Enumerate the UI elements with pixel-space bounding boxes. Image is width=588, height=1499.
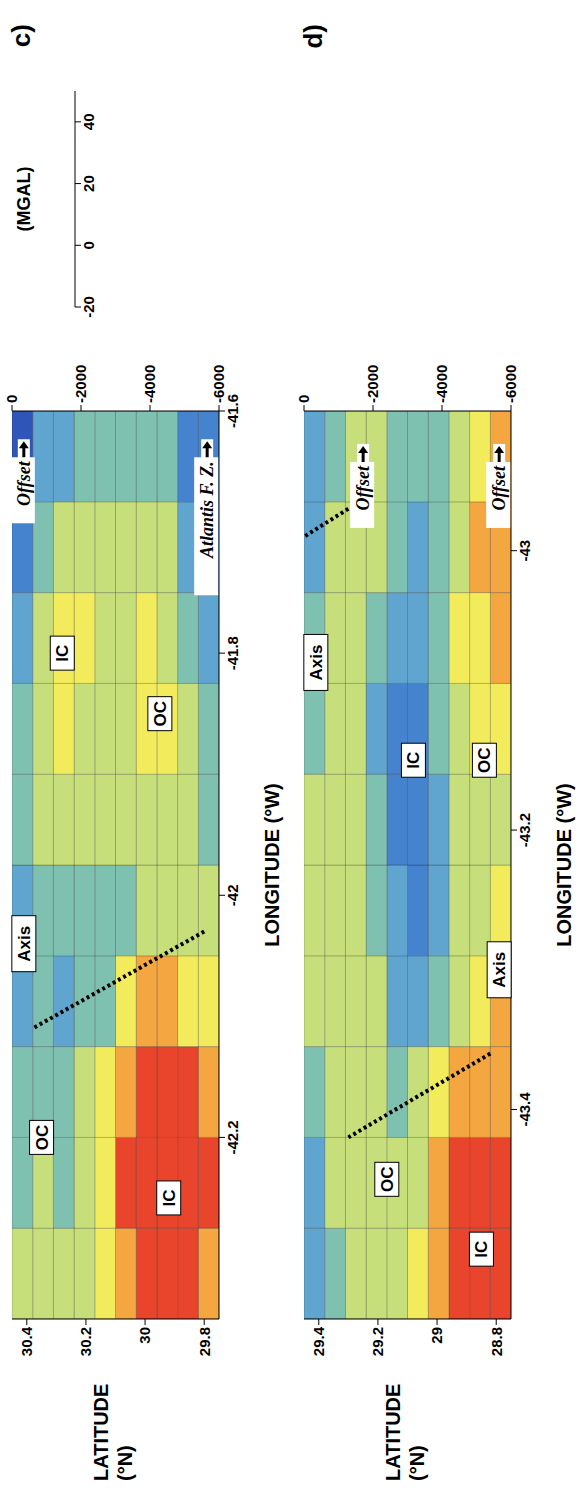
svg-text:-41.8: -41.8 xyxy=(224,636,241,670)
svg-text:20: 20 xyxy=(80,175,97,192)
html-text:c): c) xyxy=(6,24,36,48)
svg-text:30: 30 xyxy=(136,1327,153,1344)
svg-text:-43.2: -43.2 xyxy=(516,813,533,847)
html-text:(MGAL): (MGAL) xyxy=(14,166,34,232)
svg-text:29.4: 29.4 xyxy=(310,1326,327,1356)
svg-text:OC: OC xyxy=(33,1125,52,1151)
svg-text:IC: IC xyxy=(160,1189,179,1206)
svg-text:-6000: -6000 xyxy=(502,365,519,403)
svg-text:LONGITUDE (°W): LONGITUDE (°W) xyxy=(553,783,575,947)
svg-text:IC: IC xyxy=(472,1241,491,1258)
svg-text:-41.6: -41.6 xyxy=(223,393,241,429)
svg-text:-4000: -4000 xyxy=(141,365,158,403)
svg-text:IC: IC xyxy=(53,645,72,662)
svg-text:Axis: Axis xyxy=(15,926,34,962)
svg-text:30.2: 30.2 xyxy=(77,1327,94,1356)
svg-text:Offset: Offset xyxy=(489,465,509,511)
svg-text:IC: IC xyxy=(404,752,423,769)
svg-text:0: 0 xyxy=(3,395,20,403)
svg-text:-2000: -2000 xyxy=(72,365,89,403)
svg-text:-43: -43 xyxy=(516,540,533,562)
svg-text:-4000: -4000 xyxy=(433,365,450,403)
svg-text:Axis: Axis xyxy=(490,952,509,988)
svg-text:-20: -20 xyxy=(80,296,97,318)
svg-text:-6000: -6000 xyxy=(210,365,227,403)
svg-text:Atlantis F. Z.: Atlantis F. Z. xyxy=(197,461,217,559)
svg-text:29: 29 xyxy=(428,1327,445,1344)
svg-text:28.8: 28.8 xyxy=(488,1327,505,1356)
svg-text:OC: OC xyxy=(378,1167,397,1193)
svg-text:LATITUDE(°N): LATITUDE(°N) xyxy=(90,1384,136,1481)
svg-text:-2000: -2000 xyxy=(364,365,381,403)
svg-text:Offset: Offset xyxy=(14,460,34,506)
html-text:d): d) xyxy=(298,24,328,49)
svg-text:29.2: 29.2 xyxy=(369,1327,386,1356)
svg-text:0: 0 xyxy=(295,395,312,403)
svg-text:-43.4: -43.4 xyxy=(516,1092,533,1127)
svg-text:OC: OC xyxy=(475,747,494,773)
svg-text:Axis: Axis xyxy=(307,644,326,680)
svg-text:0: 0 xyxy=(80,241,97,249)
svg-text:LONGITUDE (°W): LONGITUDE (°W) xyxy=(261,783,283,947)
svg-text:-42: -42 xyxy=(224,884,241,906)
svg-text:Offset: Offset xyxy=(353,465,373,511)
svg-text:-42.2: -42.2 xyxy=(224,1120,241,1154)
svg-text:30.4: 30.4 xyxy=(18,1326,35,1356)
svg-text:29.8: 29.8 xyxy=(196,1327,213,1356)
svg-text:40: 40 xyxy=(80,114,97,131)
svg-text:LATITUDE(°N): LATITUDE(°N) xyxy=(382,1384,428,1481)
svg-text:OC: OC xyxy=(151,701,170,727)
